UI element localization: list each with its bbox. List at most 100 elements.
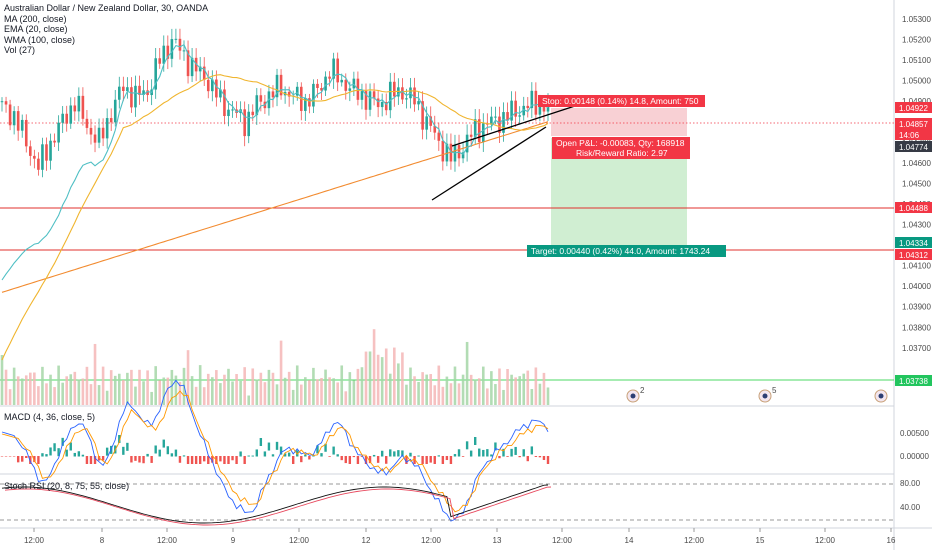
- macd-histogram-bar: [243, 456, 246, 464]
- candle-body: [469, 134, 473, 137]
- candle: [138, 75, 141, 105]
- candle-body: [223, 89, 226, 117]
- indicator-wma100[interactable]: WMA (100, close): [4, 34, 76, 45]
- volume-bar: [166, 377, 170, 405]
- price-tick: 1.05300: [902, 15, 931, 24]
- macd-histogram-bar: [93, 456, 97, 464]
- candle: [506, 102, 509, 125]
- candle: [113, 89, 117, 127]
- candle-body: [186, 50, 190, 77]
- candle: [522, 96, 526, 121]
- macd-histogram-bar: [344, 456, 347, 464]
- candle-body: [304, 98, 307, 111]
- macd-histogram-bar: [239, 451, 242, 457]
- target-label[interactable]: Target: 0.00440 (0.42%) 44.0, Amount: 17…: [527, 245, 726, 257]
- volume-bar: [421, 372, 424, 405]
- rising-wedge[interactable]: [431, 104, 579, 201]
- candle: [97, 118, 101, 149]
- volume-bar: [465, 341, 469, 405]
- volume-bar: [433, 385, 437, 405]
- candle: [461, 142, 465, 164]
- stop-zone[interactable]: [551, 108, 687, 136]
- volume-bar: [457, 383, 461, 405]
- candle-body: [219, 89, 222, 98]
- price-tag-text: 1.03738: [899, 377, 928, 386]
- macd-histogram-bar: [81, 454, 85, 457]
- volume-bar: [267, 369, 271, 405]
- volume-bar: [494, 384, 497, 405]
- macd-histogram-bar: [417, 455, 420, 457]
- pnl-label[interactable]: Open P&L: -0.00083, Qty: 168918 Risk/Rew…: [552, 137, 690, 159]
- macd-histogram-bar: [53, 443, 56, 452]
- macd-histogram-bar: [267, 442, 271, 451]
- candle: [105, 108, 109, 149]
- event-badge-3[interactable]: [874, 389, 888, 403]
- stop-label[interactable]: Stop: 0.00148 (0.14%) 14.8, Amount: 750: [538, 95, 705, 107]
- candle-body: [130, 87, 133, 108]
- candle: [37, 152, 40, 176]
- price-tag: 1.03738: [895, 375, 932, 386]
- candle-body: [360, 91, 364, 100]
- candle-body: [138, 85, 141, 95]
- candle-body: [506, 112, 509, 121]
- macd-histogram-bar: [126, 442, 129, 451]
- candle: [12, 106, 16, 135]
- volume-bar: [486, 388, 489, 405]
- macd-histogram-bar: [364, 456, 368, 464]
- candle-body: [465, 134, 469, 153]
- indicator-ma200[interactable]: MA (200, close): [4, 13, 67, 24]
- volume-bar: [461, 374, 465, 405]
- volume-bar: [526, 370, 530, 405]
- candle-body: [134, 85, 137, 108]
- stoch-legend[interactable]: Stoch RSI (20, 8, 75, 55, close): [4, 481, 130, 491]
- candle: [510, 91, 513, 130]
- candle: [477, 109, 481, 149]
- event-badge-2[interactable]: 5: [758, 386, 777, 403]
- macd-histogram-bar: [211, 456, 214, 463]
- candle-body: [441, 140, 445, 162]
- volume-bar: [219, 383, 222, 405]
- candle-body: [393, 81, 396, 97]
- candle-body: [198, 66, 202, 72]
- macd-histogram-bar: [25, 456, 28, 458]
- candle-body: [109, 118, 113, 123]
- candle-body: [113, 99, 117, 123]
- wma100-line: [1, 74, 549, 361]
- candle-body: [328, 76, 331, 79]
- event-badge-1[interactable]: 2: [626, 386, 645, 403]
- price-axis[interactable]: 1.05300 1.05200 1.05100 1.05000 1.04900 1.048…: [902, 15, 931, 353]
- price-tag-text: 1.04774: [899, 143, 928, 152]
- price-tag-text: 14:06: [899, 131, 920, 140]
- time-axis[interactable]: 12:00 8 12:00 9 12:00 12 12:00 13 12:00 14 12:00 15…: [24, 528, 896, 545]
- price-tag-bg: [895, 129, 932, 140]
- volume-bar: [380, 357, 384, 405]
- volume-bar: [101, 366, 105, 405]
- macd-histogram-bar: [122, 446, 125, 455]
- candle-body: [417, 101, 420, 105]
- indicator-vol[interactable]: Vol (27): [4, 45, 36, 55]
- candle-body: [170, 39, 174, 59]
- candle: [372, 83, 376, 106]
- macd-histogram-bar: [134, 456, 137, 461]
- volume-bar: [453, 366, 457, 405]
- volume-bar: [89, 384, 93, 405]
- macd-histogram-bar: [316, 445, 319, 454]
- macd-legend[interactable]: MACD (4, 36, close, 5): [4, 412, 96, 422]
- candle-body: [178, 38, 182, 51]
- macd-histogram-bar: [445, 456, 449, 461]
- candle-body: [24, 119, 28, 147]
- macd-histogram-bar: [41, 453, 44, 457]
- volume-bar: [154, 366, 157, 405]
- volume-bar: [53, 387, 56, 405]
- candle: [368, 83, 372, 117]
- ma200-line: [1, 121, 549, 293]
- volume-bar: [231, 381, 234, 405]
- candle-body: [89, 127, 93, 135]
- candle-body: [61, 113, 64, 123]
- candle: [534, 82, 538, 122]
- volume-bar: [348, 372, 352, 405]
- indicator-ema20[interactable]: EMA (20, close): [4, 24, 68, 34]
- macd-histogram-bar: [312, 455, 315, 457]
- symbol-title[interactable]: Australian Dollar / New Zealand Dollar, …: [4, 3, 209, 13]
